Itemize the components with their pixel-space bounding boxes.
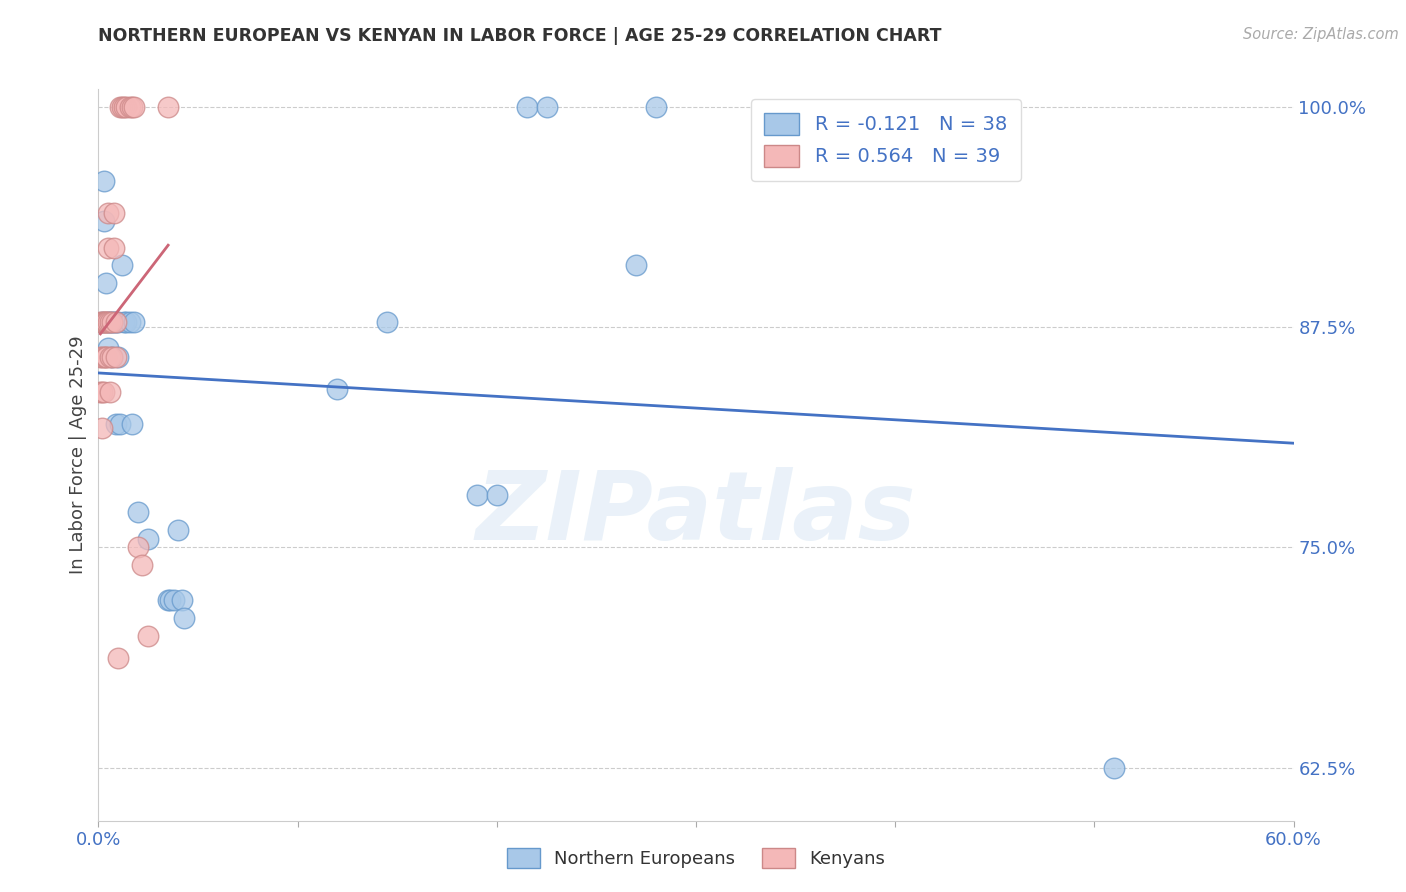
Point	[103, 205, 125, 219]
Point	[115, 315, 138, 329]
Point	[107, 651, 129, 665]
Point	[97, 315, 120, 329]
Point	[105, 315, 128, 329]
Text: NORTHERN EUROPEAN VS KENYAN IN LABOR FORCE | AGE 25-29 CORRELATION CHART: NORTHERN EUROPEAN VS KENYAN IN LABOR FOR…	[98, 27, 942, 45]
Point	[93, 315, 115, 329]
Point	[93, 174, 115, 188]
Point	[97, 315, 120, 329]
Point	[96, 315, 118, 329]
Point	[96, 276, 118, 290]
Point	[159, 593, 181, 607]
Y-axis label: In Labor Force | Age 25-29: In Labor Force | Age 25-29	[69, 335, 87, 574]
Point	[101, 315, 124, 329]
Legend: Northern Europeans, Kenyans: Northern Europeans, Kenyans	[498, 838, 894, 878]
Point	[172, 593, 194, 607]
Point	[93, 385, 115, 400]
Point	[100, 385, 122, 400]
Point	[626, 259, 648, 273]
Point	[105, 350, 128, 364]
Point	[101, 350, 124, 364]
Point	[96, 350, 118, 364]
Point	[91, 315, 114, 329]
Point	[516, 100, 538, 114]
Point	[110, 100, 132, 114]
Point	[97, 205, 120, 219]
Point	[93, 214, 115, 228]
Point	[97, 341, 120, 355]
Point	[127, 505, 149, 519]
Point	[326, 382, 349, 396]
Point	[121, 417, 143, 431]
Point	[101, 315, 124, 329]
Point	[97, 241, 120, 255]
Point	[124, 100, 146, 114]
Text: Source: ZipAtlas.com: Source: ZipAtlas.com	[1243, 27, 1399, 42]
Point	[107, 315, 129, 329]
Point	[100, 315, 122, 329]
Point	[89, 385, 111, 400]
Point	[93, 350, 115, 364]
Point	[375, 315, 398, 329]
Point	[157, 100, 180, 114]
Point	[121, 100, 143, 114]
Point	[89, 350, 111, 364]
Point	[89, 315, 111, 329]
Point	[465, 487, 488, 501]
Point	[91, 385, 114, 400]
Point	[167, 523, 190, 537]
Point	[105, 417, 128, 431]
Point	[91, 350, 114, 364]
Point	[120, 100, 142, 114]
Point	[103, 241, 125, 255]
Point	[536, 100, 558, 114]
Point	[120, 315, 142, 329]
Point	[485, 487, 508, 501]
Point	[100, 315, 122, 329]
Point	[112, 100, 135, 114]
Point	[101, 350, 124, 364]
Point	[112, 315, 135, 329]
Point	[105, 315, 128, 329]
Point	[136, 532, 159, 546]
Point	[100, 350, 122, 364]
Point	[163, 593, 186, 607]
Point	[96, 315, 118, 329]
Text: ZIPatlas: ZIPatlas	[475, 467, 917, 560]
Point	[111, 259, 134, 273]
Point	[157, 593, 180, 607]
Point	[93, 315, 115, 329]
Point	[115, 100, 138, 114]
Point	[91, 420, 114, 434]
Point	[103, 315, 125, 329]
Point	[136, 629, 159, 643]
Point	[96, 350, 118, 364]
Point	[110, 417, 132, 431]
Point	[111, 100, 134, 114]
Point	[107, 350, 129, 364]
Point	[173, 611, 195, 625]
Point	[124, 315, 146, 329]
Point	[1102, 761, 1125, 775]
Point	[91, 315, 114, 329]
Point	[645, 100, 668, 114]
Point	[127, 541, 149, 555]
Point	[131, 558, 153, 572]
